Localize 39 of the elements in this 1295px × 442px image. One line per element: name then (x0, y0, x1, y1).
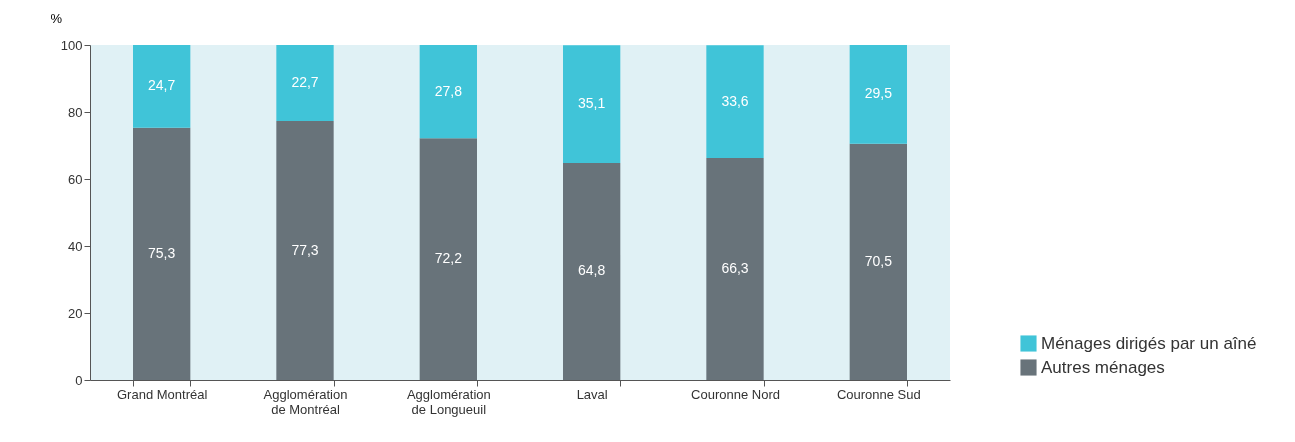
data-label: 66,3 (721, 259, 749, 276)
data-label: 33,6 (721, 92, 749, 109)
data-label: 77,3 (291, 241, 319, 258)
y-tick-label: 0 (75, 372, 83, 388)
y-axis-title: % (50, 10, 63, 26)
bar (563, 45, 621, 163)
bar (706, 157, 764, 380)
data-label: 29,5 (864, 85, 893, 102)
y-tick-label: 80 (68, 104, 83, 120)
data-label: 72,2 (434, 250, 463, 267)
x-tick-label: Couronne Sud (836, 386, 921, 402)
data-label: 27,8 (434, 82, 463, 99)
x-tick-label: Agglomération de Longueuil (406, 386, 491, 417)
x-tick-label: Grand Montréal (117, 386, 208, 402)
legend-label: Ménages dirigés par un aîné (1041, 333, 1257, 353)
bar (276, 45, 334, 122)
bar (419, 138, 477, 380)
bar (276, 121, 334, 380)
legend-label: Autres ménages (1041, 357, 1165, 377)
bar (133, 127, 191, 380)
x-tick-label: Couronne Nord (691, 386, 780, 402)
x-tick-label: Agglomération de Montréal (263, 386, 348, 417)
bar (849, 143, 907, 380)
bar (133, 45, 191, 128)
data-label: 35,1 (578, 95, 606, 112)
data-label: 24,7 (148, 77, 176, 94)
bar (849, 45, 907, 144)
y-tick-label: 100 (60, 37, 83, 53)
y-tick-label: 60 (68, 171, 83, 187)
data-label: 22,7 (291, 74, 319, 91)
bar (563, 162, 621, 380)
data-label: 64,8 (578, 262, 606, 279)
x-tick-label: Laval (576, 386, 608, 402)
data-label: 75,3 (148, 244, 176, 261)
bar (419, 45, 477, 139)
y-tick-label: 20 (68, 305, 83, 321)
data-label: 70,5 (864, 252, 893, 269)
bar (706, 45, 764, 158)
y-tick-label: 40 (68, 238, 83, 254)
